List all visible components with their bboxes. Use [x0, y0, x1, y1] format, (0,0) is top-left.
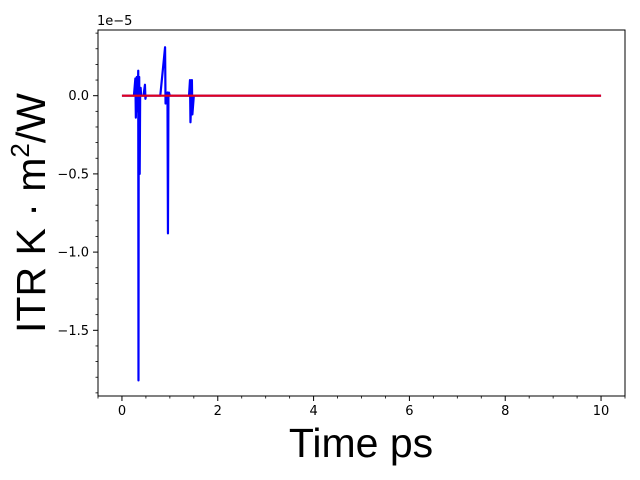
x-axis-label: Time ps	[289, 420, 433, 466]
y-tick-label: 0.0	[68, 89, 89, 104]
y-tick-label: −0.5	[57, 167, 89, 182]
y-axis-label-sup: 2	[5, 143, 35, 157]
x-tick-label: 10	[593, 404, 610, 419]
x-axis-ticks: 0 2 4 6 8 10	[97, 396, 626, 419]
y-axis-label-main: ITR K · m	[8, 158, 54, 333]
series-layer	[121, 46, 602, 382]
x-tick-label: 4	[309, 404, 317, 419]
plot-area	[97, 29, 626, 397]
x-tick-label: 8	[501, 404, 509, 419]
y-tick-label: −1.0	[57, 246, 89, 261]
y-tick-label: −1.5	[57, 324, 89, 339]
x-tick-label: 2	[214, 404, 222, 419]
y-axis-label: ITR K · m2/W	[5, 93, 54, 333]
x-tick-label: 6	[405, 404, 413, 419]
y-axis-label-tail: /W	[8, 93, 54, 143]
offset-label: 1e−5	[97, 14, 132, 29]
x-tick-label: 0	[118, 404, 126, 419]
y-axis-ticks: 0.0 −0.5 −1.0 −1.5	[57, 32, 98, 394]
